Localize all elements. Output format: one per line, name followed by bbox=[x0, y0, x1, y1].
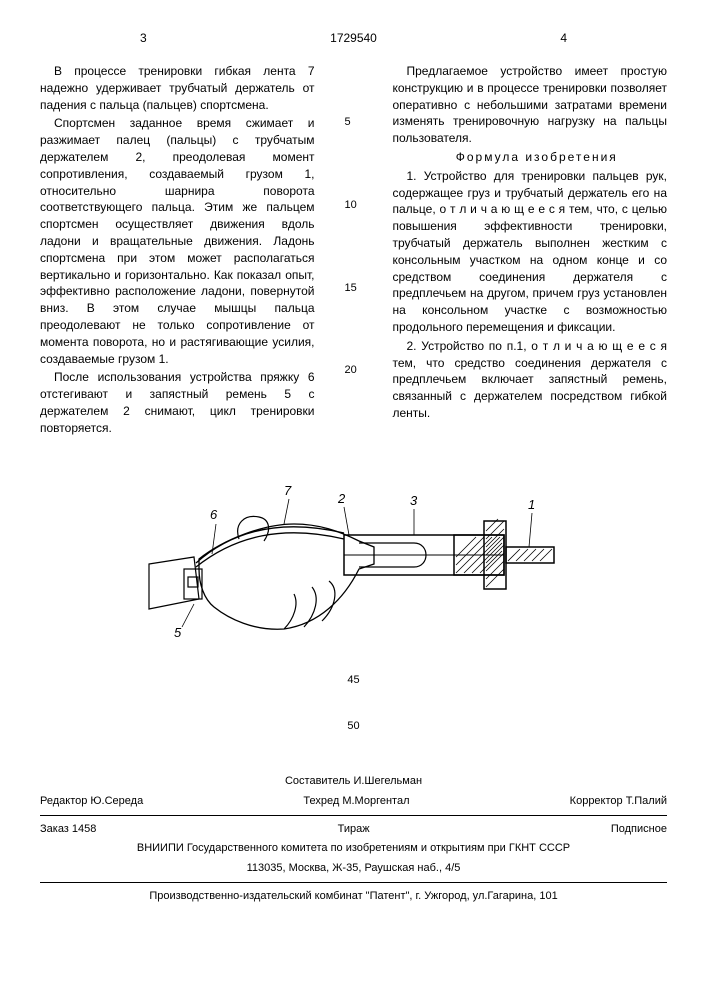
marker-20: 20 bbox=[345, 363, 357, 378]
marker-5: 5 bbox=[345, 115, 351, 130]
device-diagram: 5 6 7 2 3 1 bbox=[144, 469, 564, 649]
fig-label-3: 3 bbox=[410, 493, 418, 508]
credits-row: Редактор Ю.Середа Техред М.Моргентал Кор… bbox=[40, 794, 667, 809]
page-header: 3 1729540 4 bbox=[40, 30, 667, 48]
fig-label-5: 5 bbox=[174, 625, 182, 640]
figure: 5 6 7 2 3 1 bbox=[40, 469, 667, 654]
divider-2 bbox=[40, 882, 667, 883]
subscription: Подписное bbox=[611, 822, 667, 837]
address2: Производственно-издательский комбинат "П… bbox=[40, 889, 667, 904]
fig-label-1: 1 bbox=[528, 497, 535, 512]
left-para-3: После использования устройства пряжку 6 … bbox=[40, 369, 315, 436]
org-line: ВНИИПИ Государственного комитета по изоб… bbox=[40, 841, 667, 856]
left-para-2: Спортсмен заданное время сжимает и разжи… bbox=[40, 115, 315, 367]
formula-title: Формула изобретения bbox=[393, 149, 668, 166]
fig-label-2: 2 bbox=[337, 491, 346, 506]
right-para-2: 1. Устройство для тренировки пальцев рук… bbox=[393, 168, 668, 336]
fig-label-6: 6 bbox=[210, 507, 218, 522]
divider bbox=[40, 815, 667, 816]
num-45: 45 bbox=[40, 673, 667, 688]
right-para-1: Предлагаемое устройство имеет простую ко… bbox=[393, 63, 668, 147]
techred: Техред М.Моргентал bbox=[303, 794, 409, 809]
fig-label-7: 7 bbox=[284, 483, 292, 498]
left-para-1: В процессе тренировки гибкая лента 7 над… bbox=[40, 63, 315, 113]
page-num-right: 4 bbox=[560, 30, 567, 47]
editor: Редактор Ю.Середа bbox=[40, 794, 143, 809]
marker-15: 15 bbox=[345, 281, 357, 296]
left-column: В процессе тренировки гибкая лента 7 над… bbox=[40, 63, 315, 439]
text-columns: В процессе тренировки гибкая лента 7 над… bbox=[40, 63, 667, 439]
corrector: Корректор Т.Палий bbox=[570, 794, 667, 809]
marker-10: 10 bbox=[345, 198, 357, 213]
tirazh: Тираж bbox=[338, 822, 370, 837]
num-50: 50 bbox=[40, 719, 667, 734]
address1: 113035, Москва, Ж-35, Раушская наб., 4/5 bbox=[40, 861, 667, 876]
compiler-line: Составитель И.Шегельман bbox=[40, 774, 667, 789]
right-para-3: 2. Устройство по п.1, о т л и ч а ю щ е … bbox=[393, 338, 668, 422]
credits-block: Составитель И.Шегельман Редактор Ю.Серед… bbox=[40, 774, 667, 904]
doc-number: 1729540 bbox=[330, 30, 377, 47]
order: Заказ 1458 bbox=[40, 822, 96, 837]
right-column: Предлагаемое устройство имеет простую ко… bbox=[393, 63, 668, 439]
line-markers: 5 10 15 20 bbox=[345, 63, 363, 439]
page-num-left: 3 bbox=[140, 30, 147, 47]
order-row: Заказ 1458 Тираж Подписное bbox=[40, 822, 667, 837]
